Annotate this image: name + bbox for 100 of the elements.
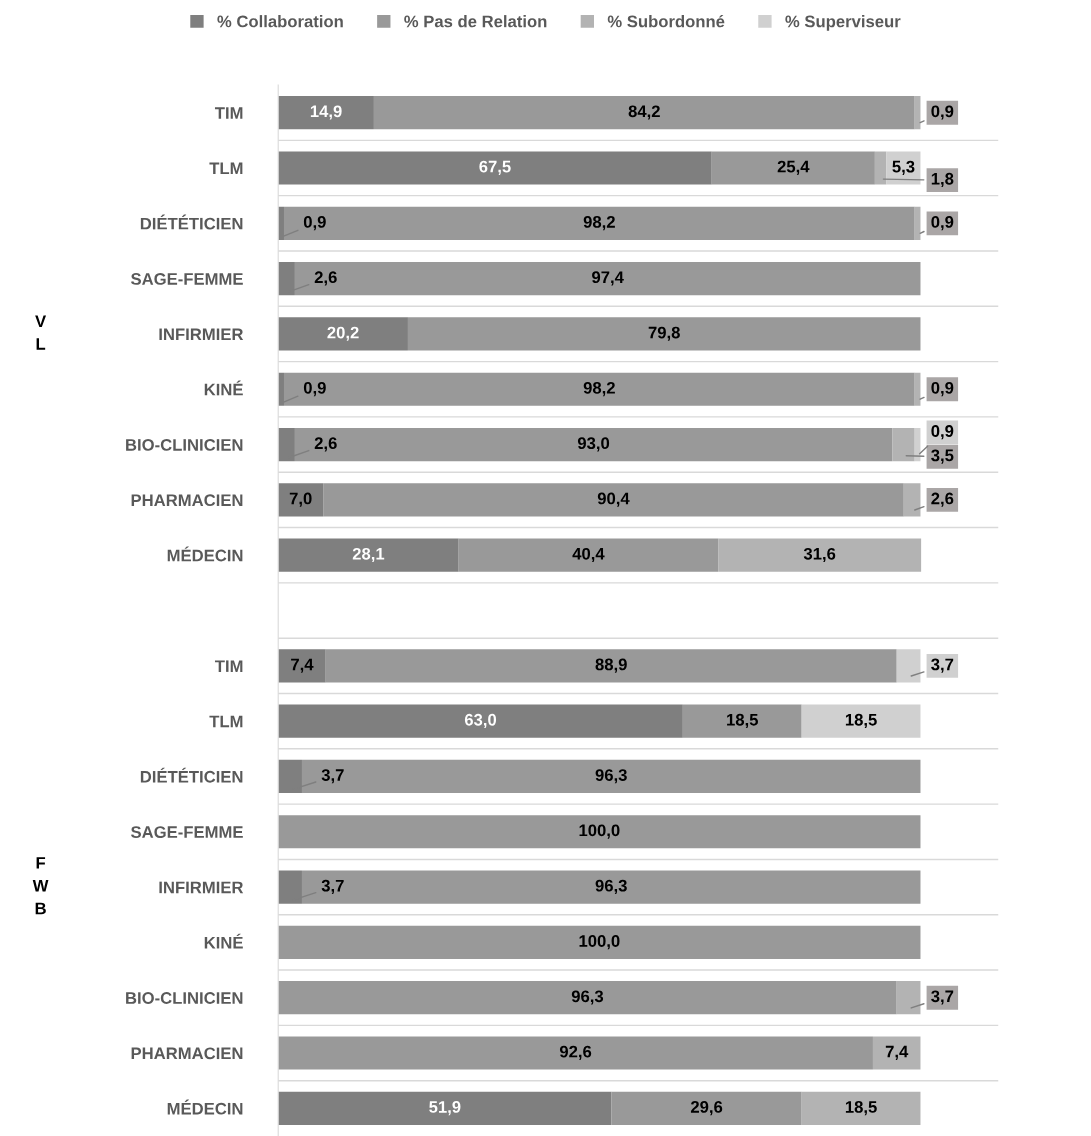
data-label: 84,2 — [628, 105, 660, 120]
y-tick-label: SAGE-FEMME — [131, 273, 243, 285]
data-label: 51,9 — [429, 1101, 461, 1116]
bar — [301, 870, 921, 904]
bar — [283, 206, 915, 240]
y-tick-label: KINÉ — [204, 933, 243, 949]
data-label: 7,4 — [885, 1045, 909, 1060]
data-label: 98,2 — [583, 216, 615, 231]
data-label: 2,6 — [314, 437, 337, 452]
legend-label: % Collaboration — [217, 15, 343, 28]
data-label: 0,9 — [303, 216, 326, 231]
bar — [278, 925, 921, 959]
data-label: 14,9 — [310, 105, 342, 120]
bar — [892, 427, 915, 462]
data-label: 90,4 — [597, 492, 630, 507]
data-label: 7,0 — [289, 492, 312, 507]
data-label: 25,4 — [777, 160, 810, 175]
data-label: 28,1 — [352, 547, 385, 563]
data-label: 3,7 — [321, 879, 344, 894]
bar — [801, 1091, 921, 1125]
y-tick-label: MÉDECIN — [167, 1099, 243, 1115]
y-tick-label: TLM — [209, 162, 243, 175]
y-tick-label: INFIRMIER — [159, 328, 244, 340]
y-tick-label: SAGE-FEMME — [131, 826, 243, 838]
bar — [874, 151, 887, 185]
bar — [278, 96, 374, 130]
data-label: 40,4 — [572, 547, 605, 563]
data-label: 0,9 — [931, 381, 954, 397]
y-tick-label: DIÉTÉTICIEN — [140, 214, 243, 230]
bar — [283, 372, 915, 406]
data-label: 18,5 — [845, 713, 877, 729]
data-label: 18,5 — [727, 713, 758, 729]
data-label: 2,6 — [314, 271, 337, 286]
bar — [896, 981, 921, 1015]
bar — [896, 649, 921, 683]
bar — [278, 1091, 612, 1125]
data-label: 20,2 — [327, 326, 359, 341]
bar — [278, 815, 921, 849]
y-tick-label: BIO-CLINICIEN — [126, 438, 243, 451]
bar — [301, 759, 921, 794]
y-tick-label: PHARMACIEN — [131, 1047, 243, 1060]
bar — [278, 538, 459, 572]
data-label: 1,8 — [931, 172, 954, 188]
data-label: 96,3 — [595, 879, 627, 894]
data-label: 0,9 — [931, 425, 954, 440]
data-label: 67,5 — [479, 160, 511, 175]
y-tick-label: BIO-CLINICIEN — [126, 992, 243, 1004]
data-label: 97,4 — [592, 271, 624, 286]
legend-label: % Subordonné — [607, 14, 725, 28]
bar — [718, 538, 922, 572]
data-label: 88,9 — [595, 658, 627, 673]
bar — [278, 981, 897, 1015]
data-label: 7,4 — [291, 658, 314, 673]
bar — [294, 262, 921, 296]
bar — [278, 1036, 873, 1070]
bar — [278, 151, 712, 185]
data-label: 92,6 — [559, 1045, 592, 1060]
data-label: 3,7 — [931, 658, 954, 673]
y-tick-label: TLM — [209, 715, 243, 728]
text: F W B — [32, 857, 49, 915]
bar — [373, 96, 915, 130]
y-tick-label: PHARMACIEN — [131, 494, 243, 507]
bar — [682, 704, 802, 738]
data-label: 93,0 — [577, 437, 610, 452]
bar — [278, 704, 683, 738]
bar — [711, 151, 875, 185]
y-tick-label: TIM — [214, 660, 243, 672]
data-label: 0,9 — [931, 216, 954, 231]
bar — [407, 317, 921, 351]
data-label: 100,0 — [579, 935, 620, 950]
data-label: 96,3 — [595, 769, 627, 784]
legend-label: % Pas de Relation — [404, 15, 547, 28]
y-tick-label: TIM — [214, 107, 243, 119]
bar — [611, 1091, 802, 1125]
data-label: 96,3 — [571, 990, 604, 1005]
data-label: 63,0 — [464, 713, 497, 729]
data-label: 2,6 — [931, 492, 954, 507]
y-tick-label: MÉDECIN — [167, 546, 243, 562]
bar — [278, 317, 408, 351]
data-label: 79,8 — [648, 326, 680, 341]
bar — [278, 483, 324, 517]
data-label: 0,9 — [931, 105, 954, 120]
data-label: 3,7 — [321, 769, 344, 784]
data-label: 3,7 — [931, 990, 954, 1005]
bar — [903, 483, 921, 517]
data-label: 31,6 — [803, 547, 836, 563]
data-label: 3,5 — [931, 449, 954, 464]
bar — [323, 483, 904, 517]
y-tick-label: KINÉ — [204, 380, 243, 396]
bar — [801, 704, 921, 738]
bar — [458, 538, 719, 572]
y-tick-label: INFIRMIER — [159, 881, 244, 894]
y-tick-label: DIÉTÉTICIEN — [140, 767, 243, 783]
data-label: 98,2 — [583, 381, 615, 397]
data-label: 29,6 — [690, 1101, 723, 1116]
bar — [872, 1036, 921, 1070]
bar — [294, 427, 893, 462]
legend-label: % Superviseur — [785, 15, 901, 31]
data-label: 18,5 — [845, 1101, 877, 1116]
text: V L — [35, 315, 47, 350]
